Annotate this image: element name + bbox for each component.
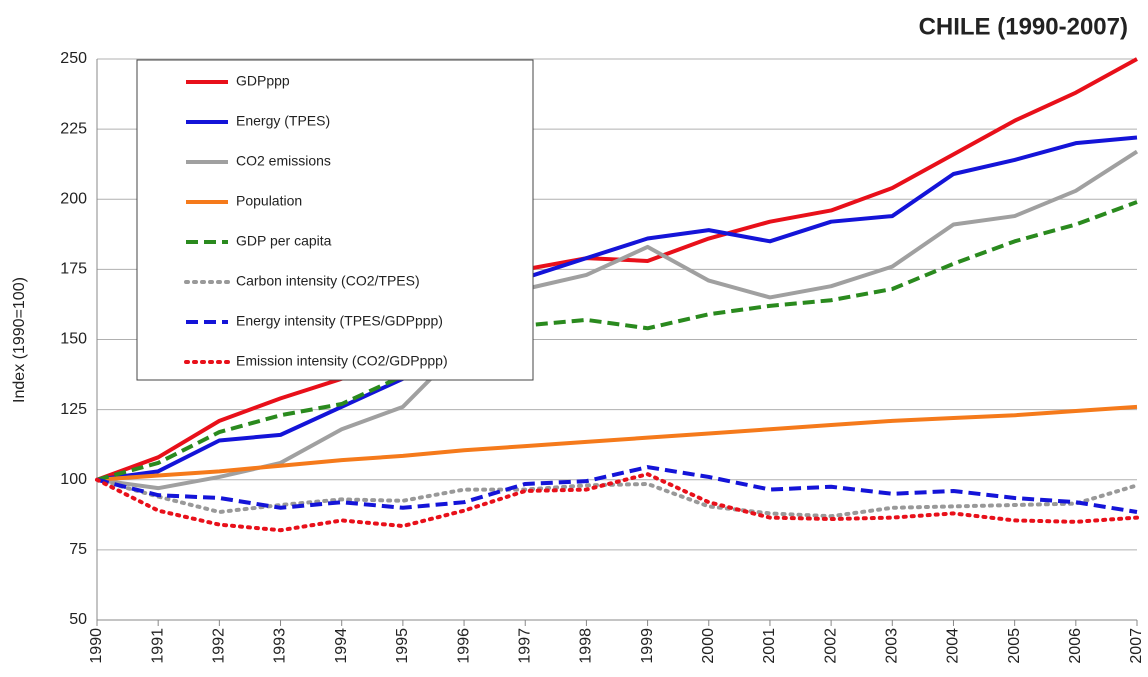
y-tick-label: 75 xyxy=(69,541,87,558)
x-tick-label: 1994 xyxy=(333,628,350,664)
legend-box xyxy=(136,59,534,381)
series-line xyxy=(96,465,1138,514)
x-tick-label: 2000 xyxy=(700,628,717,664)
legend-label: Population xyxy=(236,193,302,209)
x-tick-label: 1991 xyxy=(149,628,166,664)
x-tick-label: 1992 xyxy=(211,628,228,664)
series-line xyxy=(95,472,1139,533)
x-tick-label: 1997 xyxy=(516,628,533,664)
series-line xyxy=(96,135,1138,482)
x-tick-label: 1998 xyxy=(578,628,595,664)
legend: GDPppp Energy (TPES) CO2 emissions Populati… xyxy=(136,59,534,381)
x-tick-label: 2005 xyxy=(1006,628,1023,664)
series-line xyxy=(96,404,1138,482)
y-tick-label: 175 xyxy=(60,261,87,278)
x-tick-label: 1993 xyxy=(272,628,289,664)
legend-label: CO2 emissions xyxy=(236,153,331,169)
y-tick-label: 225 xyxy=(60,120,87,137)
x-tick-label: 1999 xyxy=(639,628,656,664)
y-tick-label: 150 xyxy=(60,331,87,348)
legend-label: GDP per capita xyxy=(236,233,332,249)
y-tick-label: 125 xyxy=(60,401,87,418)
y-tick-label: 250 xyxy=(60,50,87,67)
x-tick-label: 2003 xyxy=(884,628,901,664)
x-tick-label: 2001 xyxy=(761,628,778,664)
y-axis-label: Index (1990=100) xyxy=(11,277,28,403)
legend-label: Emission intensity (CO2/GDPppp) xyxy=(236,353,448,369)
x-tick-label: 2002 xyxy=(822,628,839,664)
series-line xyxy=(96,200,1138,482)
y-tick-label: 100 xyxy=(60,471,87,488)
x-tick-label: 2004 xyxy=(945,628,962,664)
x-tick-label: 1996 xyxy=(455,628,472,664)
x-tick-label: 2007 xyxy=(1128,628,1145,664)
legend-label: Energy intensity (TPES/GDPppp) xyxy=(236,313,443,329)
x-tick-label: 1990 xyxy=(88,628,105,664)
y-tick-label: 200 xyxy=(60,190,87,207)
x-tick-label: 1995 xyxy=(394,628,411,664)
series-line xyxy=(95,477,1139,519)
x-tick-label: 2006 xyxy=(1067,628,1084,664)
legend-label: GDPppp xyxy=(236,73,290,89)
legend-label: Energy (TPES) xyxy=(236,113,330,129)
legend-label: Carbon intensity (CO2/TPES) xyxy=(236,273,420,289)
chart-title: CHILE (1990-2007) xyxy=(919,13,1128,40)
y-tick-label: 50 xyxy=(69,611,87,628)
